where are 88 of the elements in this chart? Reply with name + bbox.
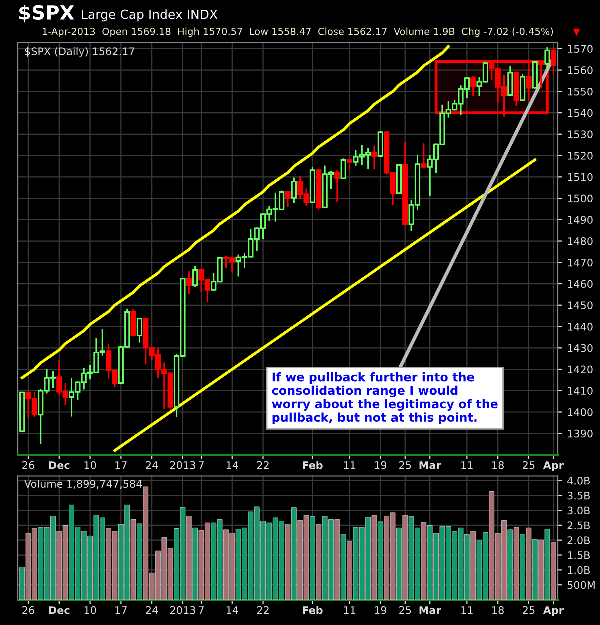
y-tick-label: 1.0B [568, 566, 590, 574]
y-tick-label: 1390 [568, 430, 593, 438]
candlestick [550, 46, 556, 74]
candlestick [346, 158, 353, 170]
x-tick-label: 25 [523, 606, 535, 614]
candlestick [372, 146, 378, 170]
x-tick-label: 11 [462, 462, 473, 470]
candlestick [186, 272, 192, 294]
x-tick-label: 25 [400, 461, 412, 470]
x-tick-label: 18 [492, 606, 504, 614]
y-tick-label: 1490 [568, 216, 593, 224]
y-tick-label: 1510 [568, 173, 593, 182]
candlestick [544, 48, 550, 69]
y-tick-label: 1420 [568, 366, 593, 374]
y-tick-label: 1540 [568, 109, 593, 118]
candlestick [192, 266, 198, 287]
y-tick-label: 1460 [568, 280, 593, 288]
y-tick-label: 1500 [568, 194, 593, 203]
x-tick-label: 7 [199, 462, 204, 470]
candlestick [421, 144, 427, 168]
x-tick-label: 24 [146, 461, 158, 470]
annotation: $SPX (Daily) 1562.17 [25, 47, 134, 58]
text: ▼ [573, 28, 580, 36]
candlestick [334, 170, 340, 203]
line-series [114, 158, 537, 452]
x-tick-label: Mar [420, 606, 442, 614]
candlestick [340, 158, 346, 180]
x-tick-label: 17 [116, 462, 127, 470]
candlestick [520, 74, 526, 102]
x-tick-label: 2013 [170, 606, 196, 614]
x-tick-label: 2013 [170, 461, 196, 470]
y-tick-label: 1480 [568, 237, 593, 246]
y-tick-label: 1470 [568, 258, 593, 267]
x-tick-label: 26 [22, 461, 34, 470]
candlestick [470, 76, 476, 96]
annotation: If we pullback further into the consolidation range I would worry about the legitimacy of the pullback, but not at this point. [272, 372, 498, 424]
x-tick-label: 11 [462, 606, 473, 614]
x-tick-label: 22 [257, 606, 269, 614]
x-tick-label: 24 [146, 606, 158, 614]
x-tick-label: 14 [226, 606, 238, 614]
y-tick-label: 1530 [568, 130, 593, 139]
annotation: Volume 1,899,747,584 [24, 480, 142, 490]
y-tick-label: 3.0B [568, 506, 590, 515]
x-tick-label: Feb [303, 461, 323, 470]
candlestick [508, 66, 514, 96]
x-tick-label: Dec [49, 462, 70, 470]
candlestick [378, 132, 384, 157]
y-tick-label: 1410 [568, 387, 593, 395]
x-tick-label: Apr [543, 606, 564, 616]
x-tick-label: 11 [344, 462, 356, 470]
x-tick-label: 22 [257, 461, 269, 470]
y-tick-label: 1430 [568, 344, 593, 352]
chart-title: $SPX [20, 4, 74, 23]
x-tick-label: 17 [116, 606, 127, 614]
y-tick-label: 1570 [568, 45, 593, 54]
y-tick-label: 1520 [568, 152, 593, 160]
candlestick [285, 190, 291, 208]
text: 1-Apr-2013 Open 1569.18 High 1570.57 Low 1558.47 Close 1562.17 Volume 1.9B Chg -7.02 (-0.45%) [43, 28, 554, 38]
x-tick-label: 10 [84, 606, 96, 614]
y-tick-label: 1440 [568, 322, 593, 331]
x-tick-label: 19 [375, 461, 387, 470]
x-tick-label: Apr [543, 462, 564, 472]
y-tick-label: 1400 [568, 408, 593, 416]
y-tick-label: 1550 [568, 88, 593, 96]
x-tick-label: 7 [199, 606, 204, 614]
y-tick-label: 4.0B [568, 476, 590, 485]
y-tick-label: 2.0B [568, 536, 590, 544]
candlestick [130, 309, 136, 337]
x-tick-label: Dec [49, 606, 70, 614]
y-tick-label: 3.5B [568, 492, 590, 500]
x-tick-label: 18 [492, 461, 504, 470]
y-tick-label: 1560 [568, 66, 593, 74]
y-tick-label: 500M [568, 581, 595, 590]
x-tick-label: 26 [22, 606, 34, 614]
y-tick-label: 1450 [568, 302, 593, 310]
y-tick-label: 1.5B [568, 552, 590, 560]
x-tick-label: 11 [344, 606, 356, 614]
y-tick-label: 2.5B [568, 522, 590, 530]
x-tick-label: 25 [523, 461, 535, 470]
candlestick [291, 178, 297, 204]
x-tick-label: 14 [226, 462, 238, 470]
x-tick-label: 25 [400, 606, 412, 614]
x-tick-label: 10 [84, 461, 96, 470]
x-tick-label: Feb [303, 606, 323, 614]
x-tick-label: Mar [420, 462, 442, 470]
candlestick [136, 318, 143, 343]
chart-subtitle: Large Cap Index INDX [82, 10, 218, 22]
x-tick-label: 19 [375, 606, 387, 614]
